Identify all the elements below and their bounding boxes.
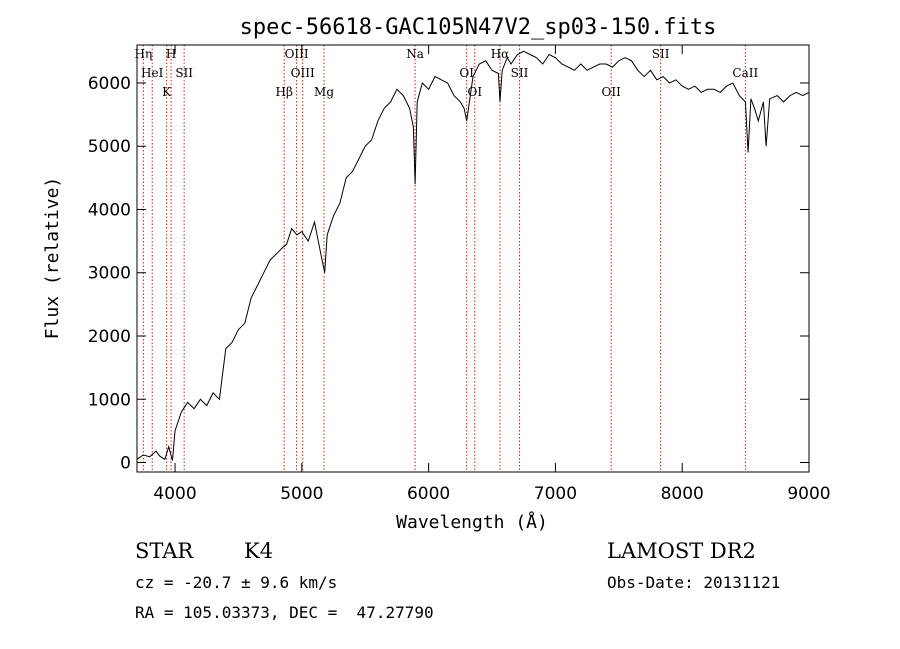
survey-name: LAMOST DR2 — [607, 539, 756, 563]
x-axis-label: Wavelength (Å) — [396, 511, 548, 533]
y-tick-label: 3000 — [88, 264, 131, 284]
spectral-line-markers: HηHeIKHSIIHβOIIIOIIIMgNaOIOIHαSIIOIISIIC… — [135, 45, 759, 472]
x-axis-ticks: 4000 5000 6000 7000 8000 9000 — [153, 45, 831, 504]
line-marker-label: Na — [406, 47, 424, 61]
line-marker-label: Hα — [491, 47, 510, 61]
coordinates: RA = 105.03373, DEC = 47.27790 — [135, 603, 434, 622]
x-tick-label: 4000 — [153, 484, 196, 504]
plot-frame — [136, 44, 810, 473]
x-tick-label: 9000 — [787, 484, 830, 504]
line-marker-label: OIII — [291, 66, 315, 80]
y-axis-ticks: 0 1000 2000 3000 4000 5000 6000 — [88, 74, 809, 474]
line-marker-label: OIII — [285, 47, 309, 61]
x-tick-label: 7000 — [534, 484, 577, 504]
y-tick-label: 5000 — [88, 137, 131, 157]
y-tick-label: 2000 — [88, 327, 131, 347]
line-marker-label: SII — [511, 66, 529, 80]
chart-title: spec-56618-GAC105N47V2_sp03-150.fits — [240, 15, 717, 40]
object-class: STAR — [135, 539, 194, 563]
line-marker-label: SII — [175, 66, 193, 80]
line-marker-label: K — [162, 85, 172, 99]
line-marker-label: Mg — [314, 85, 334, 99]
flux-series — [136, 50, 810, 461]
y-tick-label: 6000 — [88, 74, 131, 94]
y-tick-label: 1000 — [88, 390, 131, 410]
flux-line — [136, 50, 810, 461]
x-tick-label: 8000 — [661, 484, 704, 504]
y-tick-label: 0 — [120, 454, 131, 474]
line-marker-label: HeI — [141, 66, 164, 80]
redshift-text: cz = -20.7 ± 9.6 km/s — [135, 573, 338, 592]
line-marker-label: CaII — [732, 66, 758, 80]
line-marker-label: Hη — [135, 47, 153, 61]
y-axis-label: Flux (relative) — [42, 177, 63, 340]
obs-date: Obs-Date: 20131121 — [607, 573, 781, 592]
line-marker-label: OII — [602, 85, 622, 99]
line-marker-label: SII — [652, 47, 670, 61]
line-marker-label: OI — [459, 66, 474, 80]
y-tick-label: 4000 — [88, 200, 131, 220]
line-marker-label: Hβ — [276, 85, 293, 99]
x-tick-label: 6000 — [407, 484, 450, 504]
object-subclass: K4 — [244, 539, 274, 563]
line-marker-label: H — [166, 47, 176, 61]
x-tick-label: 5000 — [280, 484, 323, 504]
